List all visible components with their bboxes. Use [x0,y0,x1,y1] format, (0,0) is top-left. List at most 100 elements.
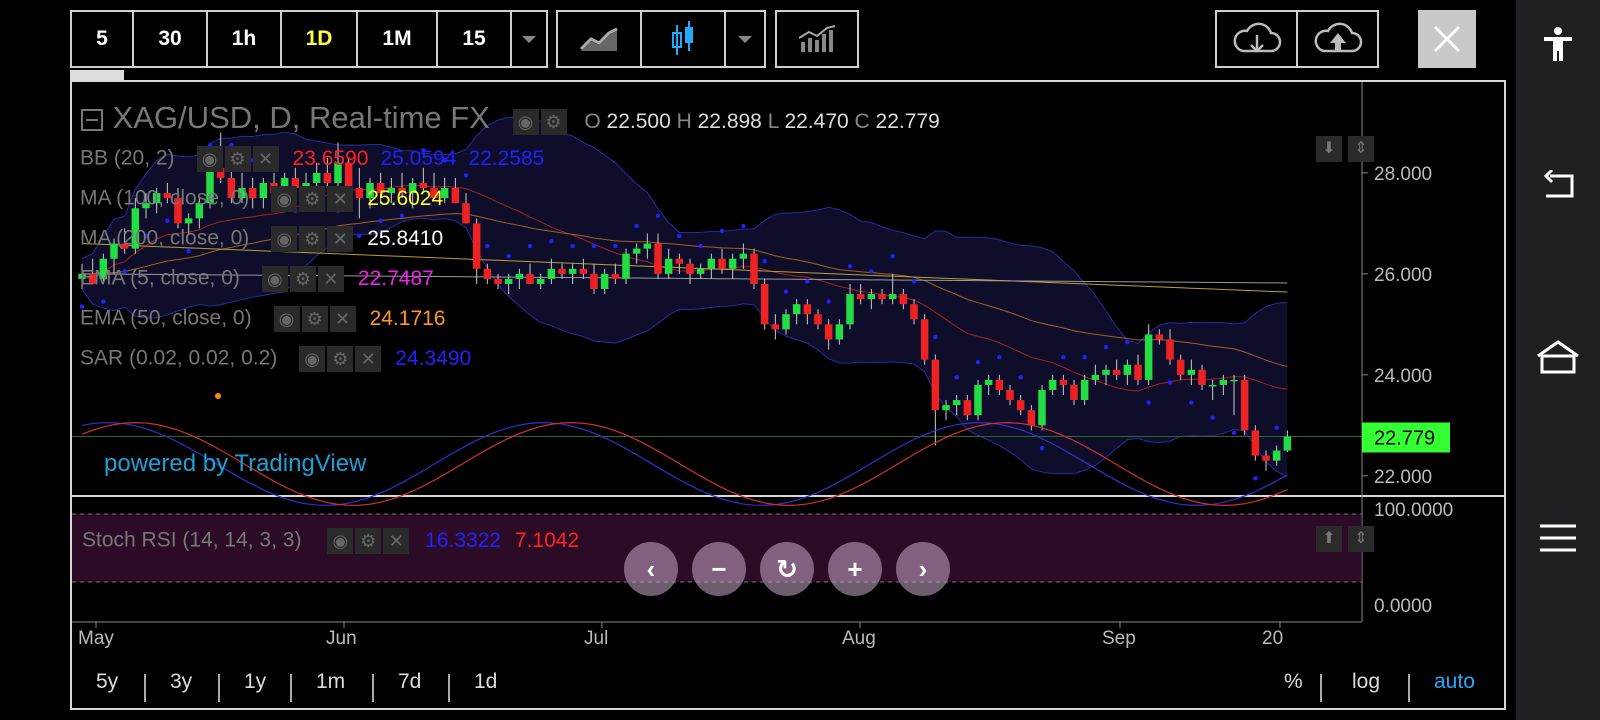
indicator-legend-row: EMA (50, close, 0) ◉ ⚙ ✕ 24.1716 [80,306,446,332]
interval-1m-button[interactable]: 1M [358,12,438,66]
candle-body [494,278,502,284]
candle-body [750,253,758,284]
gear-icon[interactable]: ⚙ [540,109,567,136]
collapse-legend-icon[interactable] [80,108,104,132]
indicator-value: 25.8410 [367,226,444,250]
cloud-upload-button[interactable] [1298,12,1377,66]
eye-icon[interactable]: ◉ [327,528,354,554]
candle-body [803,304,812,315]
candle-body [675,258,684,264]
menu-icon[interactable] [1540,524,1576,552]
gear-icon[interactable]: ⚙ [301,306,328,332]
close-icon[interactable]: ✕ [327,186,354,212]
candle-body [984,379,993,385]
candle-body [472,223,481,269]
close-button[interactable] [1418,10,1476,68]
scale-option-button[interactable]: auto [1434,670,1475,693]
zoom-out-button[interactable]: − [692,542,746,596]
interval-dropdown-button[interactable] [512,12,546,66]
timeframe-1m-button[interactable]: 1m [316,670,346,693]
eye-icon[interactable]: ◉ [271,186,298,212]
close-icon[interactable]: ✕ [317,266,344,292]
scale-updown-button[interactable]: ⇕ [1348,136,1374,162]
gear-icon[interactable]: ⚙ [327,346,354,372]
interval-15-button[interactable]: 15 [438,12,512,66]
candle-body [152,193,161,204]
close-icon[interactable]: ✕ [383,528,410,554]
candle-body [1080,379,1089,401]
sar-dot [613,243,618,249]
candle-body [931,359,940,411]
candle-body [1144,334,1153,380]
reset-button[interactable]: ↻ [760,542,814,596]
interval-30-button[interactable]: 30 [134,12,208,66]
chart-scroll-handle[interactable] [70,70,124,80]
candle-body [504,278,513,284]
stoch-up-button[interactable]: ⬆ [1316,526,1342,552]
interval-5-button[interactable]: 5 [72,12,134,66]
scale-option-button[interactable]: log [1352,670,1381,693]
timeframe-5y-button[interactable]: 5y [96,670,119,693]
indicator-legend-row: MA (200, close, 0) ◉ ⚙ ✕ 25.8410 [80,226,443,252]
scale-option-button[interactable]: % [1284,670,1303,693]
close-label: C [854,110,870,133]
line-chart-icon [579,27,618,51]
eye-icon[interactable]: ◉ [299,346,326,372]
scale-down-button[interactable]: ⬇ [1316,136,1342,162]
sar-dot [527,243,533,249]
timeframe-1d-button[interactable]: 1d [474,670,498,693]
candle-body [1006,389,1014,401]
line-chart-button[interactable] [558,12,642,66]
gear-icon[interactable]: ⚙ [224,146,251,172]
candle-body [1123,364,1132,375]
candle-body [1016,400,1025,411]
sar-dot [634,223,639,229]
candle-body [451,188,460,204]
candle-body [835,324,844,340]
indicator-name: MA (100, close, 0) [80,186,250,210]
sar-dot [762,259,767,264]
cloud-download-button[interactable] [1217,12,1298,66]
close-icon[interactable]: ✕ [252,146,279,172]
indicators-toolbar [775,10,859,68]
timeframe-1y-button[interactable]: 1y [244,670,267,693]
accessibility-icon[interactable] [1542,26,1574,62]
eye-icon[interactable]: ◉ [512,109,539,136]
gear-icon[interactable]: ⚙ [299,226,326,252]
interval-1h-button[interactable]: 1h [208,12,282,66]
eye-icon[interactable]: ◉ [261,266,288,292]
back-icon[interactable] [1540,170,1576,200]
close-icon[interactable]: ✕ [327,226,354,252]
sar-dot [1039,445,1045,451]
indicator-value: 23.6590 [292,146,369,170]
time-axis-label: Jul [584,628,608,649]
sar-dot [357,233,362,239]
zoom-in-button[interactable]: + [828,542,882,596]
close-icon[interactable]: ✕ [329,306,356,332]
candle-body [344,162,353,189]
scroll-left-button[interactable]: ‹ [624,542,678,596]
candle-body [1219,379,1228,385]
eye-icon[interactable]: ◉ [271,226,298,252]
candle-body [376,182,385,194]
chart-style-dropdown-button[interactable] [726,12,764,66]
scroll-right-button[interactable]: › [896,542,950,596]
candlestick-chart-button[interactable] [642,12,726,66]
stoch-updown-button[interactable]: ⇕ [1348,526,1374,552]
home-icon[interactable] [1536,340,1580,374]
timeframe-7d-button[interactable]: 7d [398,670,422,693]
indicators-button[interactable] [777,12,857,66]
candle-body [856,294,865,300]
close-icon[interactable]: ✕ [355,346,382,372]
interval-1d-button[interactable]: 1D [282,12,358,66]
timeframe-3y-button[interactable]: 3y [170,670,193,693]
gear-icon[interactable]: ⚙ [299,186,326,212]
price-chart[interactable]: 28.000 26.000 24.000 22.000 22.779 100.0000 0.… [72,82,1504,708]
gear-icon[interactable]: ⚙ [289,266,316,292]
close-icon [1433,25,1461,53]
eye-icon[interactable]: ◉ [273,306,300,332]
gear-icon[interactable]: ⚙ [355,528,382,554]
indicator-value: 22.2585 [468,146,545,170]
watermark[interactable]: powered by TradingView [104,450,367,477]
eye-icon[interactable]: ◉ [196,146,223,172]
